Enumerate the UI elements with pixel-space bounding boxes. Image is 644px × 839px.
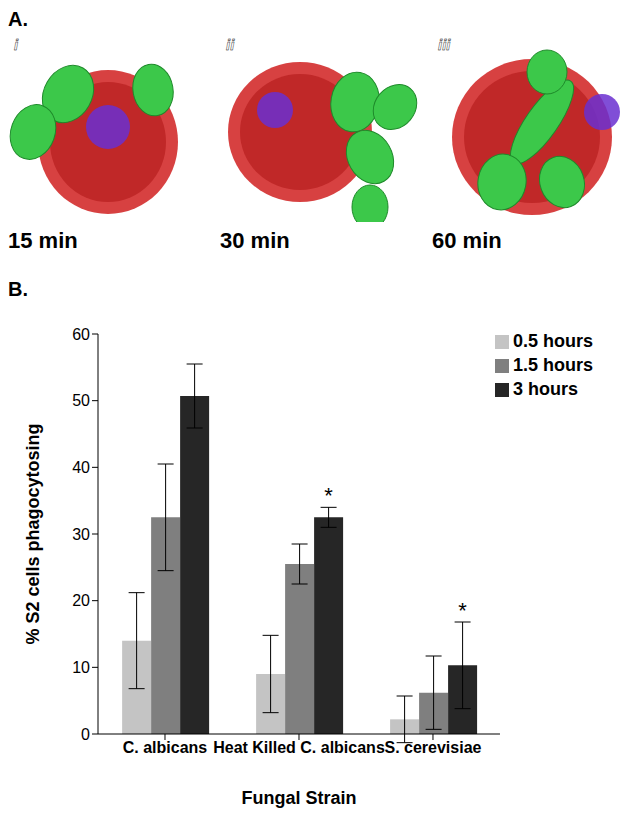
- svg-text:Fungal Strain: Fungal Strain: [241, 788, 356, 808]
- svg-text:0: 0: [81, 726, 90, 743]
- html-text:0.5 hours: 0.5 hours: [513, 331, 593, 351]
- html-text:3 hours: 3 hours: [513, 379, 578, 399]
- svg-text:40: 40: [72, 459, 90, 476]
- svg-text:Heat Killed C. albicans: Heat Killed C. albicans: [213, 739, 385, 756]
- html-text:30 min: 30 min: [220, 228, 290, 253]
- svg-text:S. cerevisiae: S. cerevisiae: [384, 739, 481, 756]
- svg-text:30: 30: [72, 526, 90, 543]
- html-text:A.: A.: [8, 8, 28, 30]
- html-text:1.5 hours: 1.5 hours: [513, 355, 593, 375]
- svg-text:50: 50: [72, 392, 90, 409]
- html-text:B.: B.: [8, 278, 28, 300]
- svg-text:iii: iii: [438, 36, 451, 53]
- svg-text:*: *: [458, 598, 467, 623]
- svg-text:% S2 cells phagocytosing: % S2 cells phagocytosing: [23, 423, 43, 644]
- svg-text:20: 20: [72, 592, 90, 609]
- svg-text:60: 60: [72, 326, 90, 343]
- html-text:15 min: 15 min: [8, 228, 78, 253]
- svg-text:10: 10: [72, 659, 90, 676]
- svg-text:*: *: [324, 483, 333, 508]
- svg-text:C. albicans: C. albicans: [123, 739, 208, 756]
- html-text:60 min: 60 min: [432, 228, 502, 253]
- svg-text:i: i: [14, 36, 19, 53]
- svg-text:ii: ii: [226, 36, 235, 53]
